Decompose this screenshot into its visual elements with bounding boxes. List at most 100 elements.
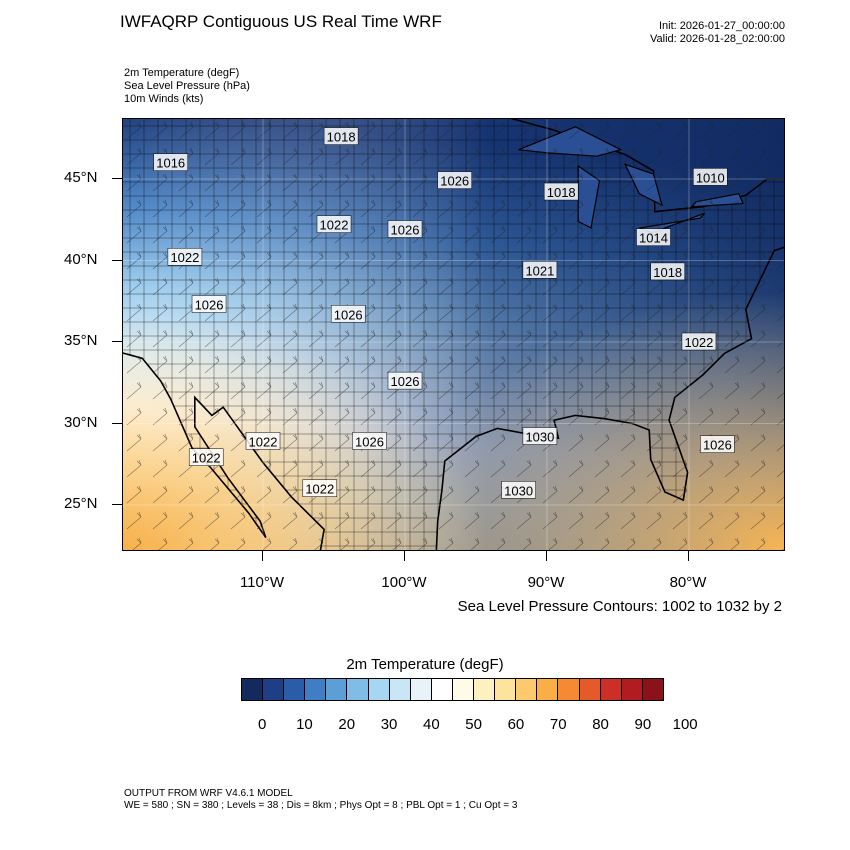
colorbar-swatch [263, 679, 285, 700]
slp-contour-label: 1022 [188, 448, 224, 466]
svg-text:1022: 1022 [170, 250, 199, 265]
field-winds: 10m Winds (kts) [124, 93, 204, 105]
svg-text:1021: 1021 [525, 263, 554, 278]
map-canvas: 1018 1016 1026 1018 1010 1026 1022 1022 1014 1021… [123, 119, 784, 550]
colorbar-label: 20 [338, 716, 356, 733]
colorbar-swatch [431, 679, 453, 700]
slp-contour-label: 1021 [522, 261, 558, 279]
colorbar-swatch [284, 679, 306, 700]
init-valid-times: Init: 2026-01-27_00:00:00 Valid: 2026-01… [650, 20, 785, 46]
svg-text:1026: 1026 [703, 438, 732, 453]
slp-contour-label: 1022 [245, 432, 281, 450]
longitude-tick [546, 551, 547, 561]
svg-text:1022: 1022 [305, 482, 334, 497]
svg-text:1016: 1016 [156, 156, 185, 171]
svg-text:1014: 1014 [639, 231, 668, 246]
colorbar-swatch [410, 679, 432, 700]
slp-contour-label: 1022 [302, 479, 338, 497]
field-temperature: 2m Temperature (degF) [124, 67, 240, 79]
valid-time: Valid: 2026-01-28_02:00:00 [650, 33, 785, 45]
longitude-label: 90°W [527, 574, 565, 591]
latitude-tick [112, 422, 122, 424]
contour-note: Sea Level Pressure Contours: 1002 to 103… [457, 598, 782, 615]
field-pressure: Sea Level Pressure (hPa) [124, 80, 250, 92]
contour-labels: 1018 1016 1026 1018 1010 1026 1022 1022 1014 1021… [153, 127, 735, 499]
svg-text:1018: 1018 [327, 130, 356, 145]
weather-map: 1018 1016 1026 1018 1010 1026 1022 1022 1014 1021… [122, 118, 785, 551]
latitude-label: 40°N [64, 250, 98, 268]
slp-contour-label: 1018 [323, 127, 359, 145]
colorbar-swatch [516, 679, 538, 700]
slp-contour-label: 1026 [330, 305, 366, 323]
colorbar-label: 50 [465, 716, 482, 733]
footer-config: WE = 580 ; SN = 380 ; Levels = 38 ; Dis … [124, 800, 518, 811]
colorbar-title: 2m Temperature (degF) [346, 656, 504, 673]
slp-contour-label: 1022 [167, 247, 203, 266]
svg-text:1022: 1022 [249, 434, 278, 449]
model-footer: OUTPUT FROM WRF V4.6.1 MODEL WE = 580 ; … [124, 788, 517, 812]
colorbar-swatch [305, 679, 327, 700]
colorbar-swatch [242, 679, 264, 700]
svg-text:1026: 1026 [391, 374, 420, 389]
colorbar-label: 30 [380, 716, 398, 733]
slp-contour-label: 1022 [316, 215, 352, 233]
latitude-label: 45°N [64, 169, 98, 186]
colorbar-label: 60 [507, 716, 525, 733]
colorbar-swatch [474, 679, 496, 700]
svg-text:1018: 1018 [547, 185, 576, 200]
colorbar-label: 90 [634, 716, 652, 733]
slp-contour-label: 1022 [681, 332, 717, 351]
latitude-tick [112, 178, 122, 179]
colorbar-swatch [368, 679, 390, 700]
svg-text:1010: 1010 [696, 170, 725, 185]
colorbar-label: 100 [672, 716, 698, 733]
colorbar-label: 80 [592, 716, 609, 733]
svg-text:1022: 1022 [192, 451, 221, 466]
slp-contour-label: 1026 [191, 295, 227, 313]
colorbar-swatch [495, 679, 517, 700]
colorbar-swatch [537, 679, 559, 700]
colorbar-label: 0 [257, 716, 267, 733]
svg-text:1026: 1026 [334, 307, 363, 322]
svg-text:1030: 1030 [504, 483, 533, 498]
latitude-label: 25°N [64, 495, 98, 512]
slp-contour-label: 1016 [153, 153, 188, 171]
slp-contour-label: 1030 [501, 481, 536, 499]
colorbar-swatch [347, 679, 369, 700]
colorbar-swatch [600, 679, 622, 700]
colorbar-swatch [558, 679, 580, 700]
latitude-tick [112, 504, 122, 505]
colorbar-swatch [621, 679, 643, 700]
svg-text:1026: 1026 [440, 174, 469, 189]
slp-contour-label: 1026 [387, 220, 423, 238]
slp-contour-label: 1018 [650, 262, 685, 281]
colorbar-swatch [452, 679, 475, 700]
longitude-label: 100°W [381, 574, 427, 591]
plot-title: IWFAQRP Contiguous US Real Time WRF [120, 12, 442, 31]
slp-contour-label: 1026 [700, 435, 735, 453]
latitude-tick [112, 259, 122, 261]
slp-contour-label: 1026 [352, 432, 387, 450]
svg-text:1026: 1026 [391, 223, 420, 238]
colorbar [241, 678, 664, 701]
longitude-tick [404, 551, 405, 561]
colorbar-swatch [642, 679, 663, 700]
colorbar-label: 10 [296, 716, 313, 733]
svg-text:1018: 1018 [653, 265, 682, 280]
colorbar-swatch [579, 679, 601, 700]
colorbar-swatch [326, 679, 348, 700]
init-time: Init: 2026-01-27_00:00:00 [659, 20, 785, 32]
longitude-tick [262, 551, 263, 561]
svg-text:1022: 1022 [320, 218, 349, 233]
colorbar-label: 40 [423, 716, 440, 733]
slp-contour-label: 1014 [636, 228, 671, 246]
slp-contour-label: 1030 [522, 427, 558, 445]
colorbar-swatch [389, 679, 411, 700]
footer-model: OUTPUT FROM WRF V4.6.1 MODEL [124, 788, 293, 799]
latitude-label: 30°N [64, 413, 98, 431]
longitude-label: 80°W [669, 574, 707, 591]
slp-contour-label: 1026 [437, 171, 472, 189]
colorbar-label: 70 [549, 716, 567, 733]
svg-text:1026: 1026 [355, 434, 384, 449]
slp-contour-label: 1010 [693, 168, 728, 186]
